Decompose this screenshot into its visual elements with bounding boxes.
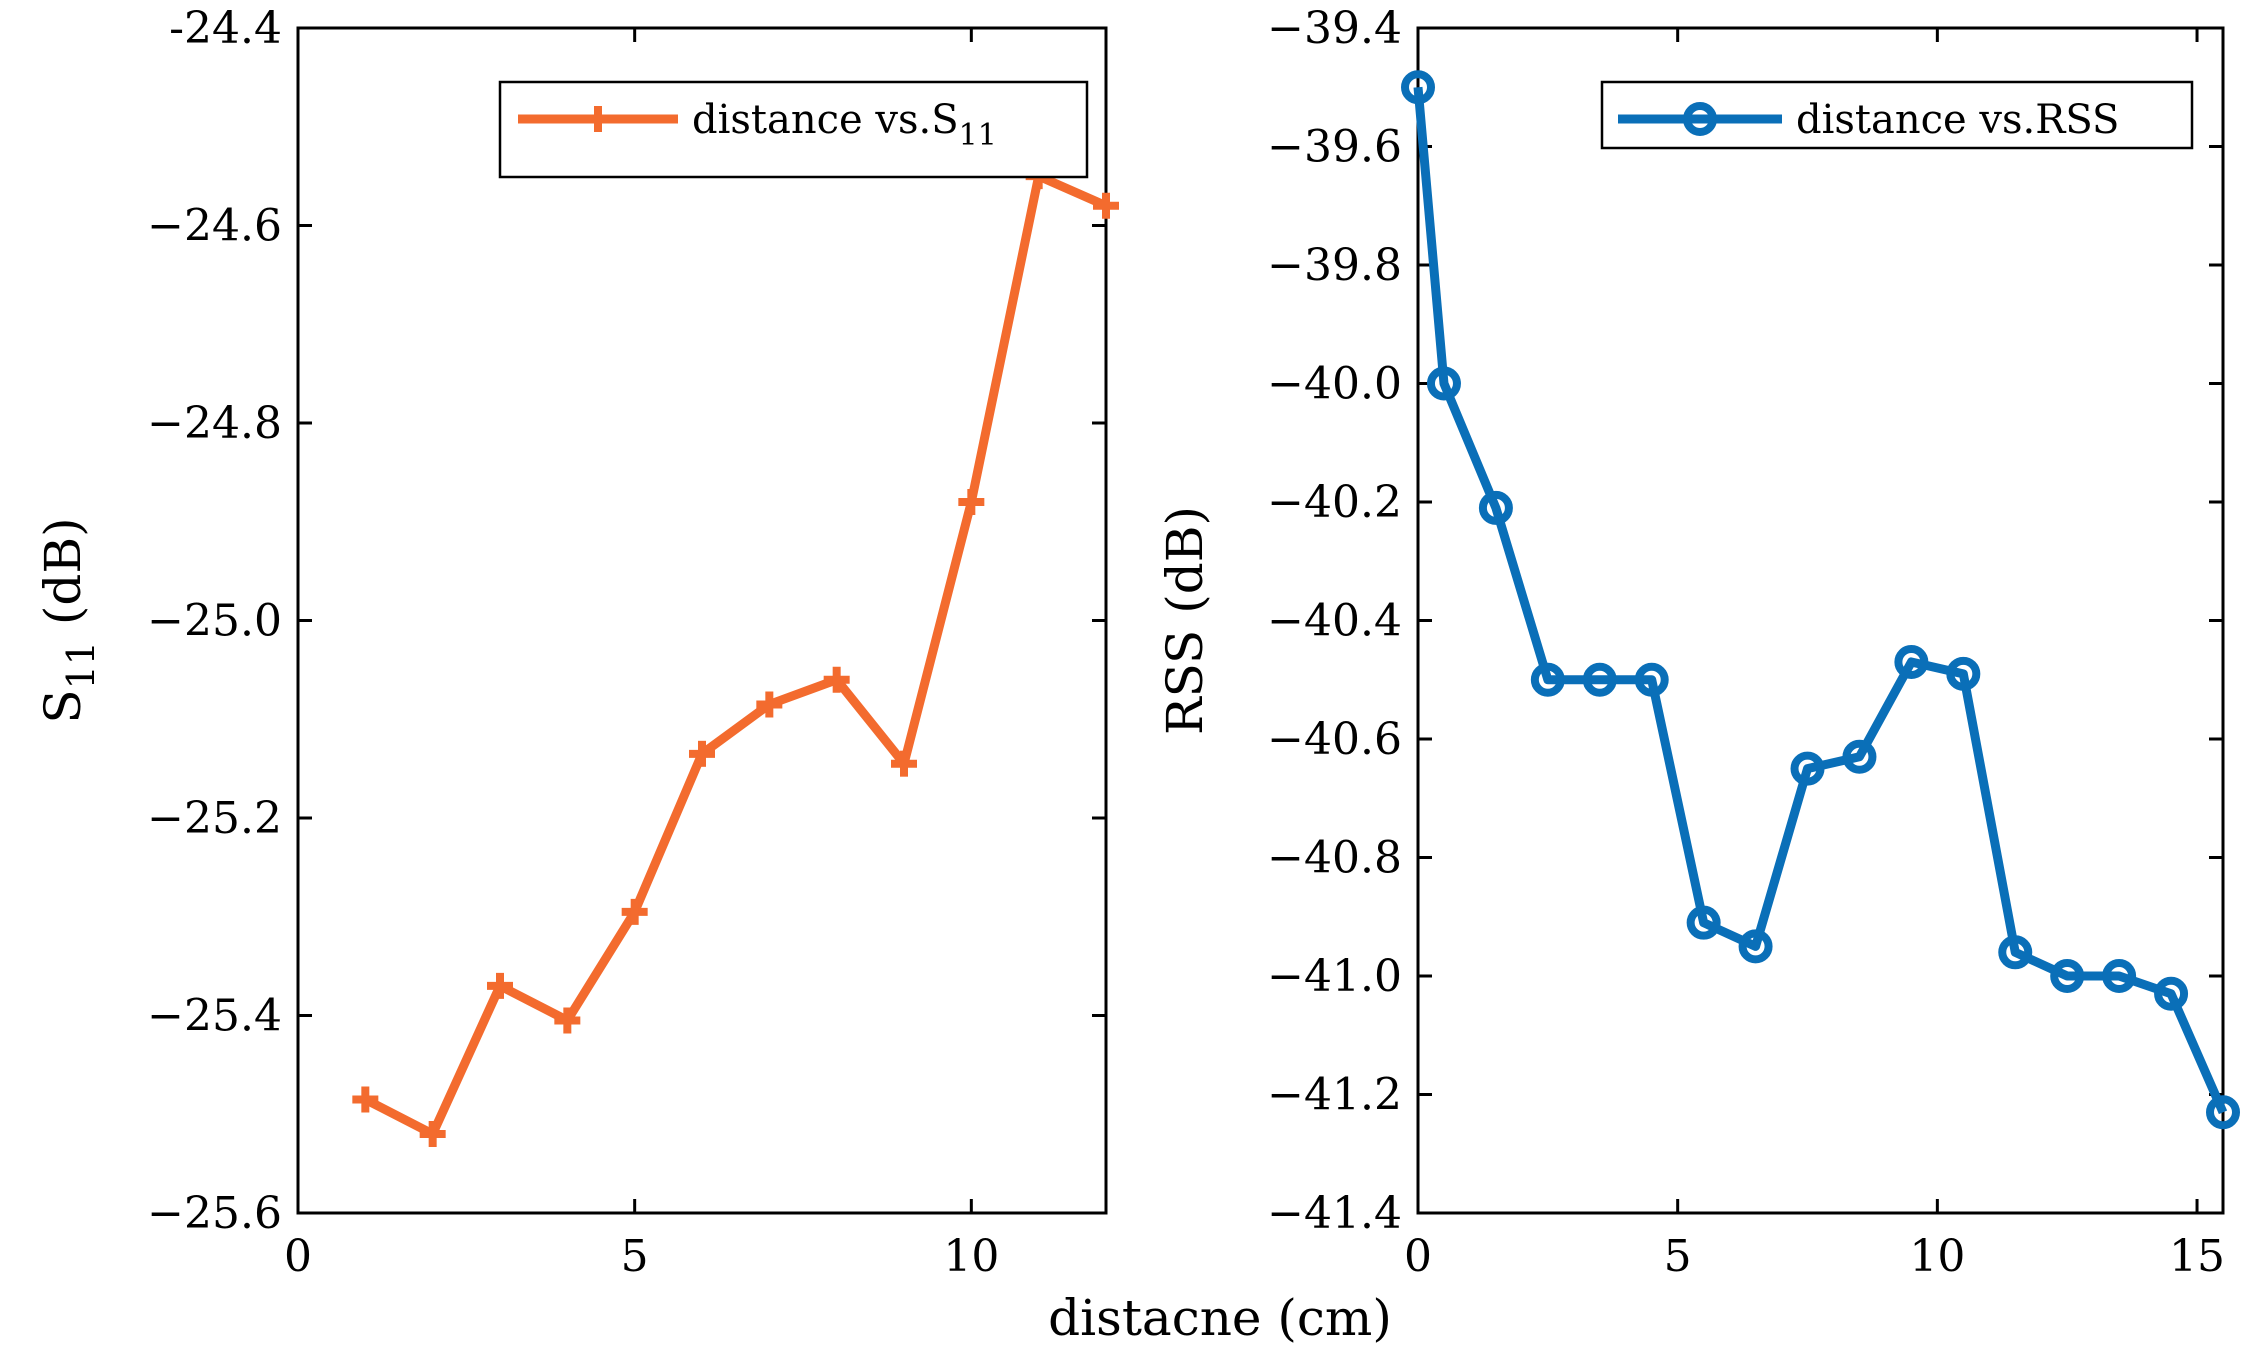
x-axis-title: distacne (cm) — [1048, 1289, 1392, 1347]
y-axis-title-main: S — [34, 689, 92, 723]
data-point — [2154, 976, 2189, 1011]
data-point — [352, 1086, 379, 1113]
legend-label: distance vs.S11 — [692, 97, 997, 153]
y-tick-label: −39.6 — [1267, 122, 1402, 173]
y-tick-label: −39.4 — [1267, 3, 1402, 54]
y-tick-label: −25.4 — [147, 991, 282, 1042]
data-point — [1426, 366, 1461, 401]
x-tick-label: 10 — [943, 1231, 999, 1282]
y-tick-label: −40.8 — [1267, 833, 1402, 884]
y-tick-label: −25.0 — [147, 596, 282, 647]
y-tick-label: −41.2 — [1267, 1070, 1402, 1121]
y-tick-label: −41.4 — [1267, 1188, 1402, 1239]
y-tick-label: −25.2 — [147, 793, 282, 844]
legend-marker — [585, 106, 611, 132]
data-point — [1582, 662, 1617, 697]
data-point — [1738, 929, 1773, 964]
series-layer-rss — [1401, 70, 2240, 1130]
data-point — [1686, 905, 1721, 940]
data-point — [2102, 959, 2137, 993]
y-axis-rss: −41.4 −41.2 −41.0 −40.8 −40.6 −40.4 −40.2 −40.0… — [1267, 3, 2223, 1239]
y-axis-title-unit: (dB) — [34, 517, 92, 641]
y-tick-label: −24.8 — [147, 398, 282, 449]
data-point — [1894, 644, 1929, 679]
legend-s11: distance vs.S11 — [498, 80, 1089, 179]
data-point — [1530, 662, 1565, 697]
data-point — [958, 489, 985, 515]
data-point — [621, 898, 648, 925]
y-axis-title-s11: S11 (dB) — [34, 517, 103, 723]
data-point — [891, 750, 917, 777]
y-tick-label: −41.0 — [1267, 951, 1402, 1002]
y-tick-label: −25.6 — [147, 1188, 282, 1239]
series-layer-s11 — [352, 163, 1119, 1147]
x-tick-label: 15 — [2169, 1231, 2225, 1282]
data-point — [1842, 739, 1877, 774]
y-tick-label: −24.6 — [147, 201, 282, 252]
legend-label-main: distance vs.S — [692, 97, 959, 143]
data-point — [756, 691, 783, 718]
data-point — [1401, 70, 1435, 105]
data-point — [419, 1121, 446, 1147]
data-point — [1790, 751, 1825, 786]
legend-marker — [1683, 102, 1717, 136]
data-point — [1093, 192, 1119, 219]
plot-area-rss — [1416, 26, 2225, 1215]
legend-rss: distance vs.RSS — [1600, 80, 2194, 150]
x-tick-label: 5 — [621, 1231, 649, 1282]
x-axis-rss: 0 5 10 15 — [1404, 28, 2225, 1282]
y-tick-label: −40.2 — [1267, 477, 1402, 528]
series-line — [363, 171, 1108, 1139]
y-axis-s11: −25.6 −25.4 −25.2 −25.0 −24.8 −24.6 -24.4 — [147, 3, 1106, 1239]
data-point — [1478, 490, 1513, 525]
y-axis-title-subscript: 11 — [59, 641, 103, 689]
data-point — [1998, 935, 2033, 970]
data-point — [1634, 662, 1669, 697]
y-tick-label: −40.6 — [1267, 714, 1402, 765]
x-axis-s11: 0 5 10 — [284, 28, 999, 1282]
y-tick-label: -24.4 — [169, 3, 282, 54]
data-point — [487, 972, 513, 999]
data-point — [823, 666, 850, 693]
data-point — [689, 740, 715, 767]
legend-marker-glyph — [585, 106, 611, 132]
data-point — [2206, 1095, 2240, 1130]
legend-marker-glyph — [1683, 102, 1717, 136]
series-line — [1413, 86, 2228, 1115]
y-tick-label: −40.4 — [1267, 596, 1402, 647]
x-tick-label: 0 — [1404, 1231, 1432, 1282]
legend-label-subscript: 11 — [959, 118, 997, 153]
x-tick-label: 10 — [1909, 1231, 1965, 1282]
x-tick-label: 5 — [1664, 1231, 1692, 1282]
data-point — [1946, 656, 1981, 691]
data-point — [2050, 959, 2085, 993]
data-point — [554, 1007, 581, 1034]
x-tick-label: 0 — [284, 1231, 312, 1282]
y-tick-label: −40.0 — [1267, 359, 1402, 410]
y-tick-label: −39.8 — [1267, 240, 1402, 291]
plot-area-s11 — [296, 26, 1108, 1215]
y-axis-title-rss: RSS (dB) — [1156, 506, 1214, 735]
chart-s11: −25.6 −25.4 −25.2 −25.0 −24.8 −24.6 -24.4 0 5 10… — [34, 3, 1119, 1282]
legend-label: distance vs.RSS — [1796, 97, 2119, 143]
chart-rss: −41.4 −41.2 −41.0 −40.8 −40.6 −40.4 −40.2 −40.0… — [1156, 3, 2240, 1282]
